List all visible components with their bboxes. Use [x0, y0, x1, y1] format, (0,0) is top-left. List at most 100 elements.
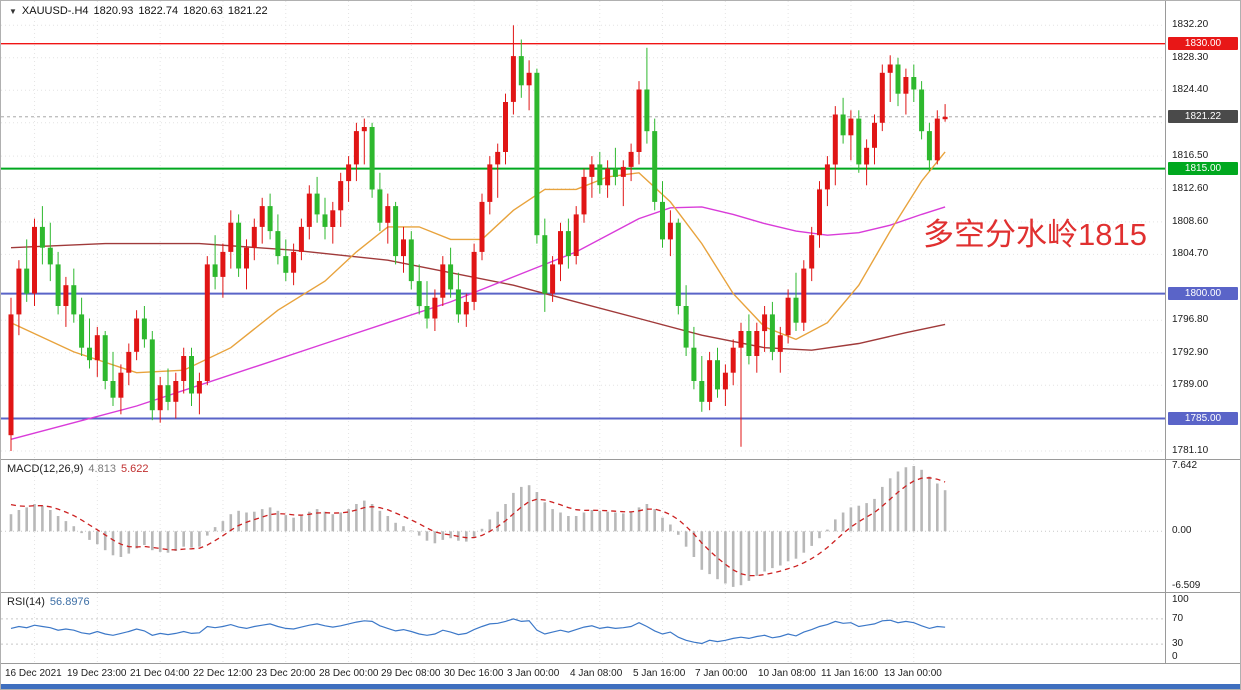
candle: [47, 247, 53, 265]
candle: [220, 251, 226, 277]
candle: [534, 72, 540, 236]
macd-name: MACD(12,26,9): [7, 463, 84, 475]
candle: [550, 264, 556, 294]
candle: [134, 318, 140, 352]
candle: [487, 164, 493, 202]
candle: [769, 314, 775, 352]
candle: [597, 164, 603, 186]
candle: [683, 306, 689, 348]
candle: [432, 297, 438, 319]
price-badge: 1821.22: [1168, 110, 1238, 123]
time-label: 28 Dec 00:00: [319, 668, 379, 679]
time-label: 16 Dec 2021: [5, 668, 62, 679]
time-axis[interactable]: 16 Dec 2021 19 Dec 23:00 21 Dec 04:00 22 De…: [1, 663, 1240, 685]
candle: [314, 193, 320, 215]
candles-layer[interactable]: [8, 25, 948, 451]
candle: [346, 164, 352, 182]
macd-axis[interactable]: 7.642 0.00 -6.509: [1165, 459, 1240, 592]
candle: [149, 339, 155, 411]
candle: [565, 231, 571, 257]
candle: [510, 56, 516, 102]
main-chart-plot[interactable]: [1, 1, 1165, 459]
candle: [55, 264, 61, 306]
candle: [424, 306, 430, 319]
rsi-name: RSI(14): [7, 596, 45, 608]
symbol-name: XAUUSD-.H4: [21, 5, 89, 17]
ohlc-low: 1820.63: [183, 5, 223, 17]
candle: [338, 181, 344, 211]
candle: [934, 118, 940, 161]
candle: [895, 64, 901, 94]
rsi-indicator-plot[interactable]: [1, 592, 1165, 664]
candle: [691, 347, 697, 381]
macd-scale-bottom: -6.509: [1172, 580, 1201, 591]
candle: [165, 385, 171, 402]
ohlc-high: 1822.74: [138, 5, 179, 17]
candle: [636, 89, 642, 152]
candle: [306, 193, 312, 227]
candle: [32, 226, 37, 294]
collapse-triangle-icon[interactable]: ▼: [9, 7, 17, 16]
candle: [228, 222, 234, 252]
candle: [942, 116, 948, 120]
candle: [291, 251, 297, 273]
candle: [401, 239, 406, 257]
candle: [777, 335, 783, 352]
candle: [259, 206, 265, 227]
mid-ma-line: [10, 206, 946, 440]
candle: [911, 77, 917, 90]
rsi-value: 56.8976: [49, 596, 90, 608]
candle: [754, 331, 760, 356]
macd-scale-zero: 0.00: [1172, 525, 1192, 536]
candle: [652, 131, 658, 202]
candle: [361, 127, 367, 132]
candle: [141, 318, 147, 340]
candle: [848, 118, 854, 136]
price-tick: 1789.00: [1172, 379, 1209, 390]
candle: [236, 222, 242, 269]
candle: [746, 331, 752, 356]
symbol-title: ▼ XAUUSD-.H4 1820.93 1822.74 1820.63 1821.22: [9, 5, 273, 17]
horizontal-level-lines[interactable]: [1, 43, 1165, 420]
ohlc-close: 1821.22: [227, 5, 268, 17]
time-label: 30 Dec 16:00: [444, 668, 504, 679]
candle: [809, 235, 815, 269]
candle: [267, 206, 273, 232]
time-label: 21 Dec 04:00: [130, 668, 190, 679]
rsi-level-30: 30: [1172, 638, 1184, 649]
time-label: 29 Dec 08:00: [381, 668, 441, 679]
horizontal-scrollbar[interactable]: [1, 684, 1240, 689]
candle: [330, 210, 336, 227]
vertical-gridlines: [34, 460, 915, 593]
candle: [879, 72, 885, 123]
time-label: 22 Dec 12:00: [193, 668, 253, 679]
candle: [212, 264, 218, 277]
candle: [675, 222, 681, 306]
annotation-text[interactable]: 多空分水岭1815: [923, 217, 1147, 252]
candle: [448, 264, 454, 290]
candle: [196, 381, 202, 394]
candle: [707, 360, 713, 402]
candle: [393, 206, 399, 257]
price-tick: 1792.90: [1172, 347, 1209, 358]
fast-ma-line: [10, 151, 946, 374]
candle: [416, 281, 422, 307]
candle: [793, 297, 799, 323]
time-label: 7 Jan 00:00: [695, 668, 748, 679]
candle: [762, 314, 768, 332]
candle: [503, 102, 508, 152]
candle: [79, 314, 85, 348]
candle: [605, 168, 611, 186]
price-axis[interactable]: 1832.20 1828.30 1824.40 1816.50 1812.60 1808.…: [1165, 1, 1240, 459]
candle: [864, 147, 870, 165]
candle: [471, 251, 477, 302]
macd-indicator-plot[interactable]: [1, 459, 1165, 593]
macd-main-value: 4.813: [88, 463, 116, 475]
rsi-axis[interactable]: 100 70 30 0: [1165, 592, 1240, 663]
candle: [440, 264, 446, 298]
candle: [887, 64, 893, 73]
rsi-line: [10, 618, 946, 645]
candle: [8, 314, 14, 436]
candle: [722, 372, 728, 390]
candle: [455, 289, 461, 315]
